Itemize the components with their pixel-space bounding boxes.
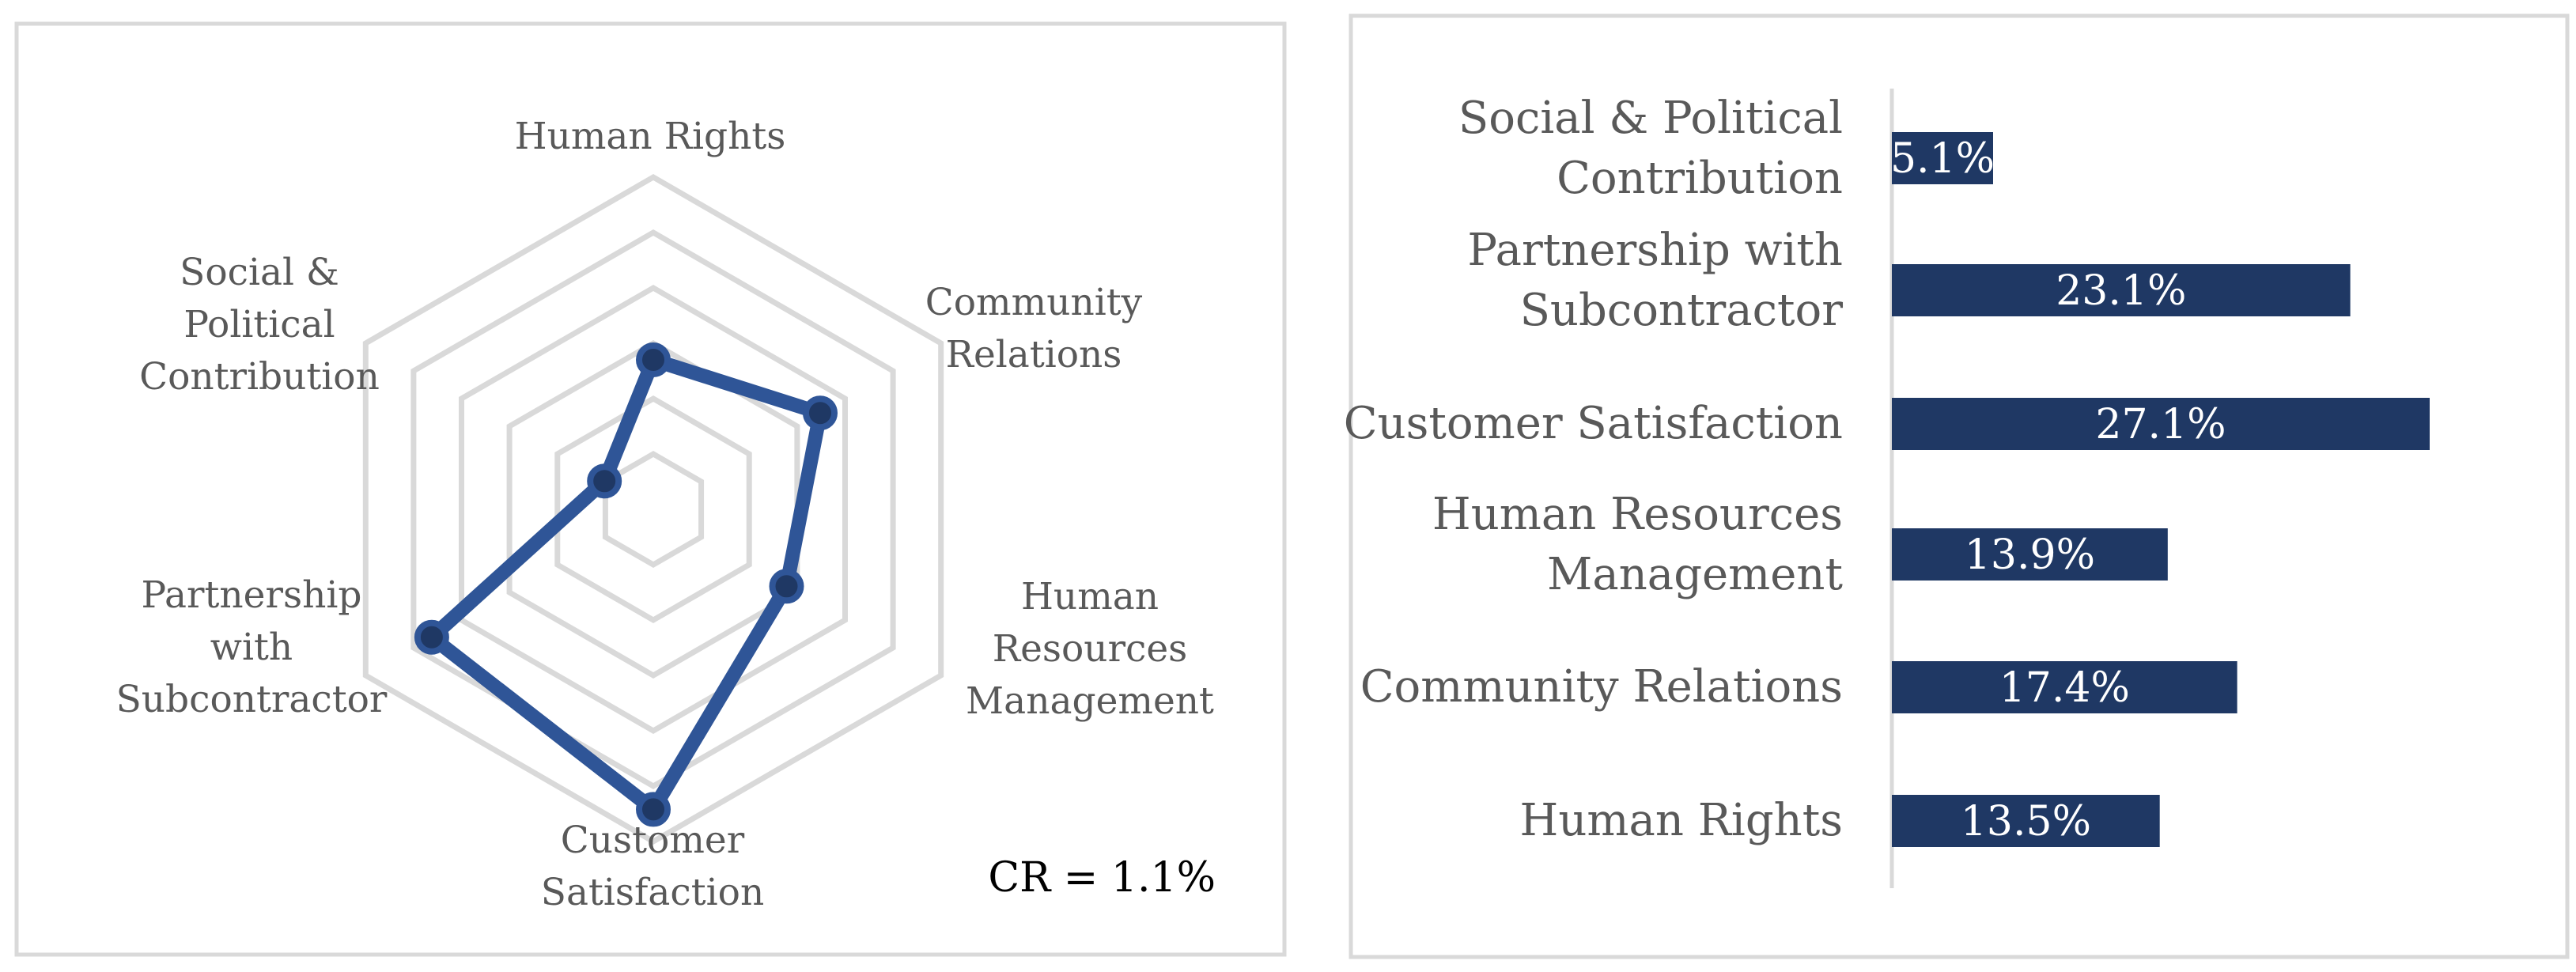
radar-grid-ring	[602, 450, 705, 569]
radar-point-customer-satisfaction	[636, 792, 671, 827]
radar-label-partnership-with-subcontractor: Partnership with Subcontractor	[116, 573, 388, 721]
radar-grid-ring	[459, 284, 848, 735]
radar-series-line	[424, 353, 827, 817]
bar-series	[1892, 132, 2430, 847]
radar-label-customer-satisfaction: Customer Satisfaction	[541, 819, 764, 914]
bar-partnership-with-subcontractor	[1892, 264, 2351, 316]
bar-human-rights	[1892, 795, 2160, 847]
bar-value-customer-satisfaction: 27.1%	[2095, 401, 2226, 448]
radar-grid-ring	[506, 339, 800, 679]
bar-value-social-and-political-contribution: 5.1%	[1890, 135, 1995, 183]
bar-value-human-rights: 13.5%	[1961, 798, 2091, 845]
bar-panel-frame	[1349, 13, 2570, 959]
bar-social-and-political-contribution	[1892, 132, 1993, 184]
radar-label-community-relations: Community Relations	[925, 281, 1143, 376]
bar-community-relations	[1892, 661, 2237, 713]
bar-data-labels: 5.1% 23.1% 27.1% 13.9% 17.4% 13.5%	[1890, 135, 2226, 845]
bar-human-resources-management	[1892, 528, 2168, 581]
radar-label-human-resources-management: Human Resources Management	[966, 575, 1214, 723]
bar-value-partnership-with-subcontractor: 23.1%	[2056, 267, 2186, 315]
radar-point-community-relations	[803, 395, 838, 431]
radar-grid-ring	[362, 173, 944, 845]
bar-label-partnership-with-subcontractor: Partnership with Subcontractor	[1467, 225, 1843, 336]
bar-value-community-relations: 17.4%	[1999, 664, 2130, 712]
radar-chart: Human Rights Community Relations Human Resou…	[116, 115, 1216, 914]
radar-grid	[362, 173, 944, 845]
bar-value-human-resources-management: 13.9%	[1965, 531, 2095, 579]
radar-point-human-rights	[636, 342, 671, 377]
bar-category-labels: Social & Political Contribution Partnershi…	[1344, 93, 1844, 846]
radar-grid-ring	[410, 229, 896, 790]
radar-label-human-rights: Human Rights	[515, 115, 786, 158]
cr-annotation: CR = 1.1%	[988, 854, 1216, 902]
radar-category-labels: Human Rights Community Relations Human Resou…	[116, 115, 1214, 914]
bar-label-customer-satisfaction: Customer Satisfaction	[1344, 398, 1843, 449]
bar-label-human-rights: Human Rights	[1520, 795, 1844, 846]
radar-label-social-and-political-contribution: Social & Political Contribution	[139, 251, 380, 399]
radar-point-social-and-political-contribution	[587, 463, 622, 499]
radar-grid-ring	[554, 395, 752, 624]
bar-chart: Social & Political Contribution Partnershi…	[1344, 89, 2430, 888]
radar-point-human-resources-management	[769, 569, 804, 604]
bar-label-human-resources-management: Human Resources Management	[1432, 489, 1844, 600]
bar-label-social-and-political-contribution: Social & Political Contribution	[1458, 93, 1843, 204]
radar-panel-frame	[14, 21, 1287, 957]
radar-point-partnership-with-subcontractor	[414, 619, 449, 655]
radar-series	[414, 342, 838, 827]
bar-customer-satisfaction	[1892, 398, 2430, 450]
bar-label-community-relations: Community Relations	[1360, 661, 1843, 713]
